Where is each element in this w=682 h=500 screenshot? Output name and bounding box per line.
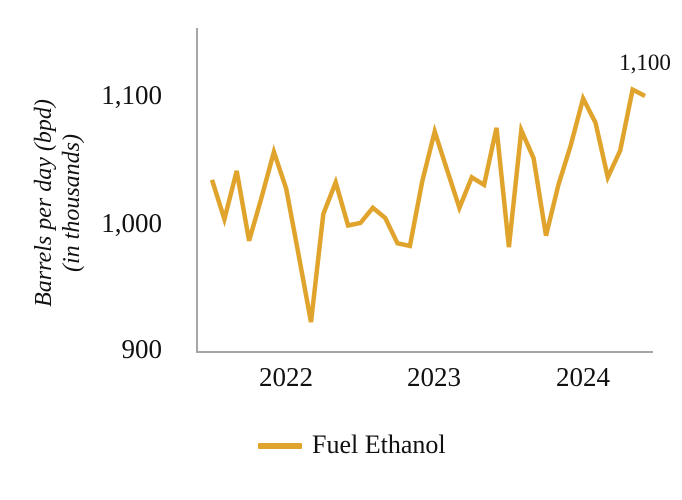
y-tick-900: 900 — [121, 334, 163, 364]
legend: Fuel Ethanol — [258, 430, 446, 460]
y-axis-title-line1: Barrels per day (bpd) — [31, 99, 57, 307]
y-axis-title-line2: (in thousands) — [59, 134, 85, 272]
fuel-ethanol-line — [209, 86, 647, 323]
last-point-label: 1,100 — [619, 50, 671, 75]
legend-label: Fuel Ethanol — [312, 430, 446, 459]
x-tick-2022: 2022 — [259, 362, 313, 392]
y-tick-1100: 1,100 — [101, 80, 162, 110]
x-tick-2023: 2023 — [407, 362, 461, 392]
x-tick-2024: 2024 — [556, 362, 610, 392]
y-tick-1000: 1,000 — [101, 208, 162, 238]
legend-line-swatch — [258, 443, 302, 449]
